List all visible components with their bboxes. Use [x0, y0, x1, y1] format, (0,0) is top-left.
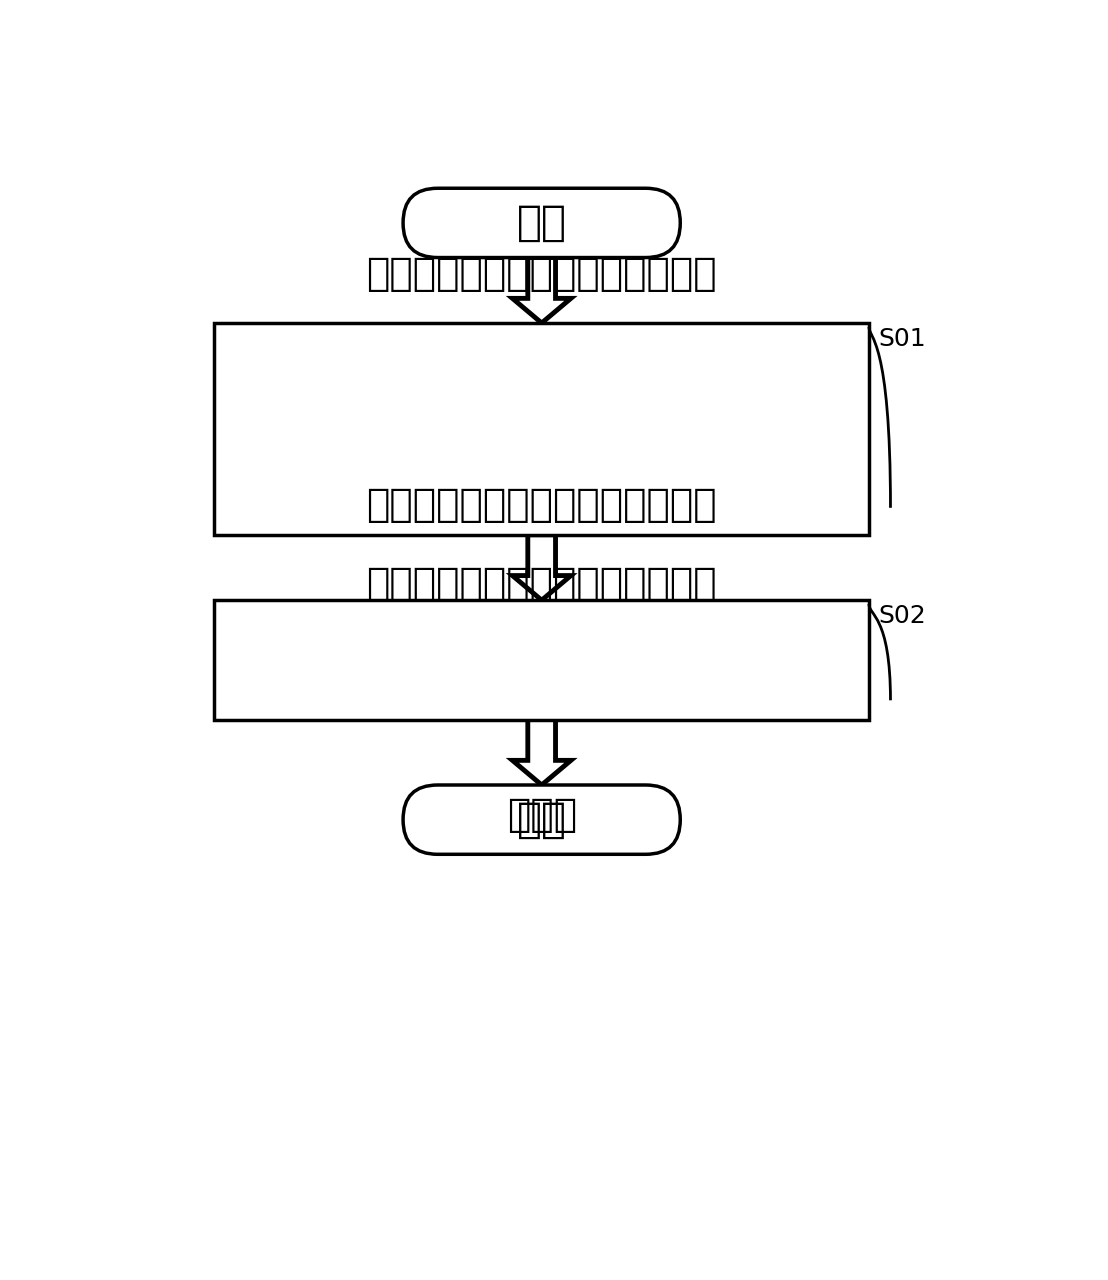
Polygon shape — [512, 257, 571, 323]
Text: 登记各计算机节点的注册信息，检: 登记各计算机节点的注册信息，检 — [367, 255, 717, 293]
Bar — [215, 323, 869, 535]
Polygon shape — [512, 719, 571, 785]
Text: S01: S01 — [879, 326, 926, 351]
Text: 元数据: 元数据 — [506, 796, 577, 835]
Polygon shape — [512, 535, 571, 600]
Text: 开始: 开始 — [516, 202, 566, 244]
Text: 结束: 结束 — [516, 799, 566, 841]
Text: 测并保持各计算机节点的在线状况: 测并保持各计算机节点的在线状况 — [367, 564, 717, 603]
FancyBboxPatch shape — [403, 785, 680, 854]
Text: S02: S02 — [879, 604, 926, 628]
Bar — [215, 600, 869, 719]
Text: 根据客户端的元数据访问请求获取: 根据客户端的元数据访问请求获取 — [367, 485, 717, 524]
FancyBboxPatch shape — [403, 188, 680, 257]
